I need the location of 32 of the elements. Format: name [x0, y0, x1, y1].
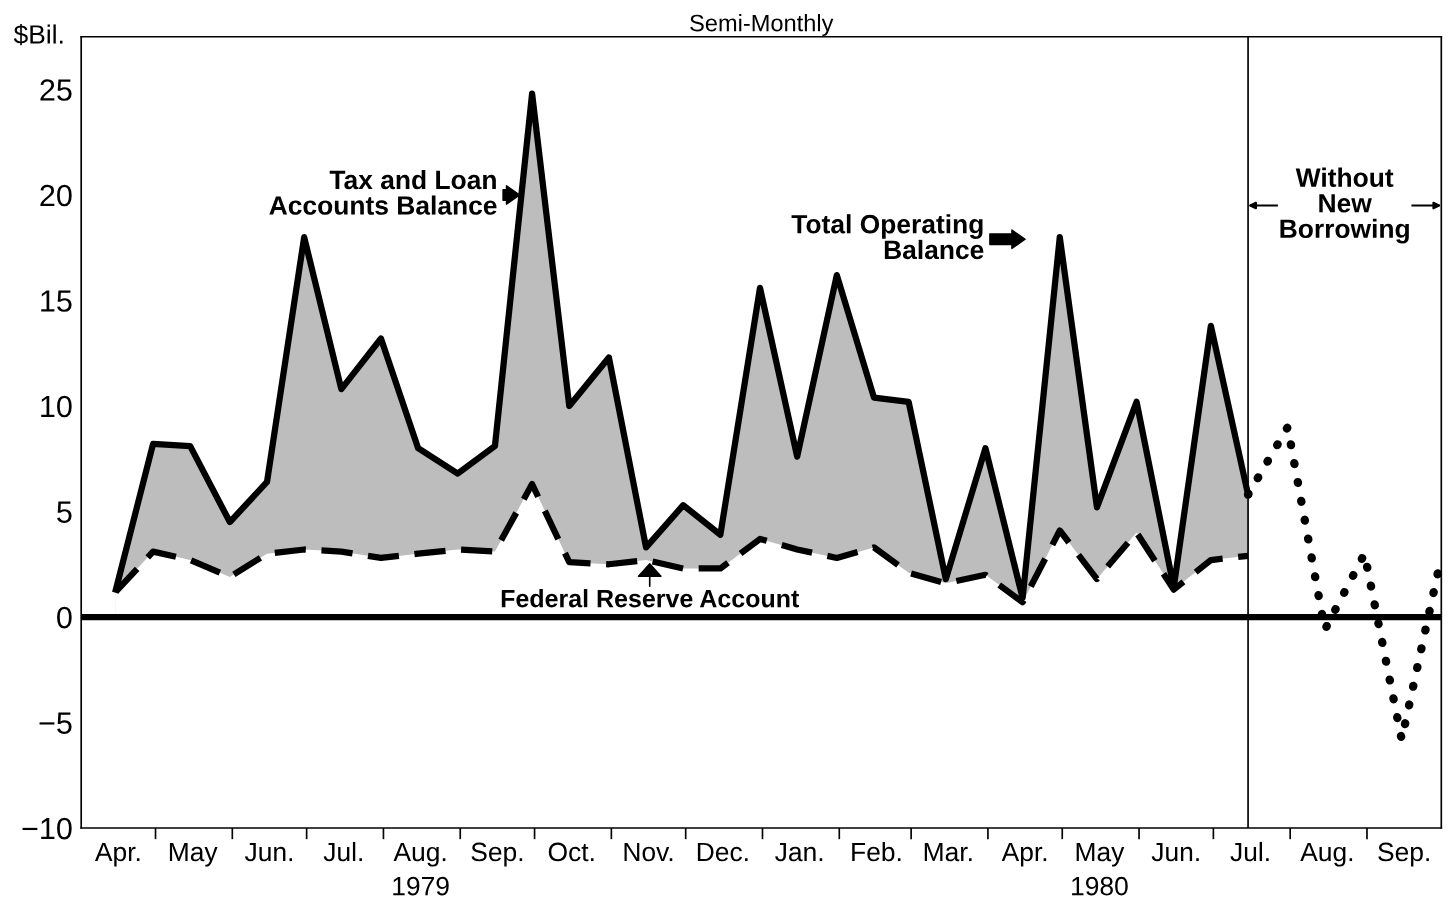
x-tick-label: Nov.: [624, 842, 673, 862]
x-tick-label: May 1980: [1072, 842, 1128, 896]
x-tick-label: Apr.: [1001, 842, 1047, 867]
x-tick-label: Oct.: [548, 842, 594, 862]
x-tick-label: Jul.: [1230, 841, 1269, 862]
x-tick-label: May: [169, 842, 218, 867]
y-tick-label: −5: [39, 712, 72, 734]
x-tick-label: Aug. 1979: [393, 842, 449, 896]
y-tick-label: 10: [41, 395, 72, 418]
y-tick-label: 20: [40, 184, 72, 207]
annotation: Federal Reserve Account: [501, 589, 800, 608]
x-tick-label: Jan.: [775, 842, 823, 862]
x-tick-label: Mar.: [924, 842, 972, 862]
y-tick-label: 5: [57, 501, 72, 523]
x-tick-label: Jul.: [323, 841, 362, 862]
ref-line-label: Without New Borrowing: [1280, 167, 1409, 244]
annotation: Total Operating Balance: [791, 214, 984, 260]
annotation: Tax and Loan Accounts Balance: [269, 169, 497, 215]
x-tick-label: Dec.: [697, 842, 748, 862]
x-tick-label: Aug.: [1300, 842, 1353, 867]
x-tick-label: Apr.: [94, 842, 140, 867]
x-tick-label: Sep.: [471, 842, 523, 867]
x-tick-label: Jun.: [1151, 842, 1199, 862]
x-tick-label: Feb.: [852, 841, 901, 862]
y-tick-label: 25: [40, 79, 72, 101]
chart-title: Semi-Monthly: [690, 14, 834, 37]
y-tick-label: −10: [22, 817, 72, 840]
y-tick-label: 15: [41, 290, 72, 312]
x-tick-label: Sep.: [1378, 842, 1429, 867]
x-tick-label: Jun.: [244, 842, 293, 862]
y-axis-title: $Bil.: [13, 24, 63, 46]
y-tick-label: 0: [57, 606, 72, 629]
